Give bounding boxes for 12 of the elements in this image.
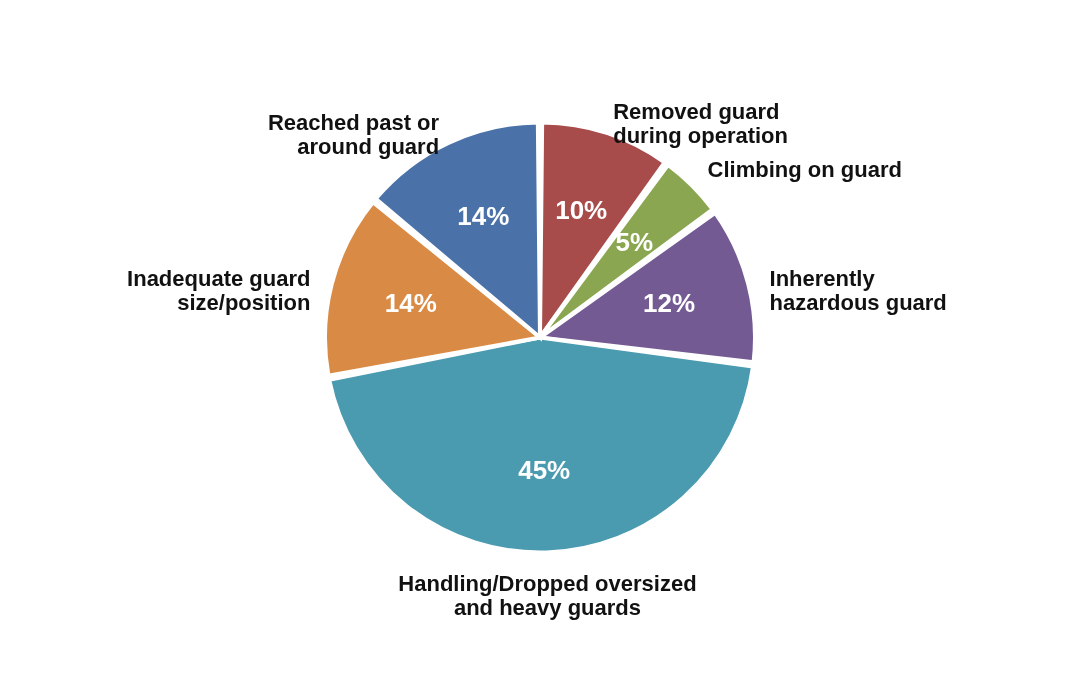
slice-label: Handling/Dropped oversized and heavy guards (398, 571, 697, 621)
slice-label: Removed guard during operation (613, 99, 788, 149)
data-label: 14% (457, 200, 510, 231)
slice-label: Reached past or around guard (267, 110, 440, 160)
slice-label: Inherently hazardous guard (769, 265, 947, 315)
data-label: 5% (615, 227, 654, 258)
slice-label: Inadequate guard size/position (127, 265, 311, 315)
slice-label: Climbing on guard (707, 156, 902, 182)
data-label: 10% (555, 194, 608, 225)
data-label: 12% (643, 288, 696, 319)
data-label: 14% (384, 288, 437, 319)
data-label: 45% (518, 454, 571, 485)
